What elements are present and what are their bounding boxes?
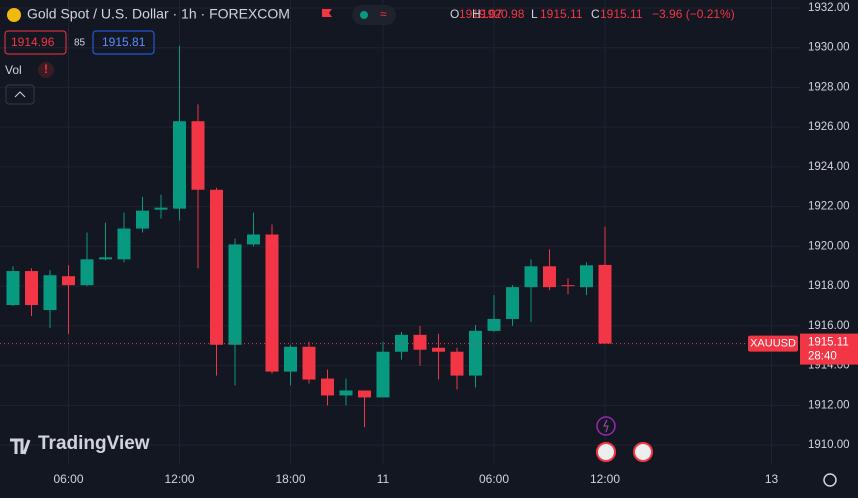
ohlc-label: L: [531, 7, 538, 21]
bid: 1914.96: [11, 35, 55, 49]
last-price: 1915.11: [808, 337, 849, 349]
collapse-button[interactable]: [5, 84, 35, 105]
symbol-tag-box: [748, 335, 798, 352]
y-tick-label: 1922.00: [808, 201, 850, 213]
symbol-icon: [7, 8, 21, 22]
candle-body: [62, 276, 75, 286]
candle-body: [80, 259, 94, 286]
y-tick-label: 1932.00: [808, 2, 850, 14]
vol-warning[interactable]: [38, 62, 54, 78]
ask: 1915.81: [102, 35, 146, 49]
x-tick-label: 06:00: [479, 472, 509, 486]
x-tick-label: 12:00: [164, 472, 194, 486]
flag-icon[interactable]: [322, 9, 332, 17]
brand-logo: [10, 438, 31, 455]
candle-body: [469, 330, 482, 376]
ohlc-label: C: [591, 7, 600, 21]
candle-body: [265, 234, 279, 372]
y-tick-label: 1926.00: [808, 121, 850, 133]
us-event[interactable]: [633, 442, 653, 462]
event-bolt: [603, 419, 609, 433]
candle-body: [487, 318, 501, 331]
y-tick-label: 1912.00: [808, 399, 850, 411]
candle-body: [506, 287, 519, 319]
x-tick-label: 13: [765, 472, 779, 486]
volume-label: Vol: [5, 63, 22, 77]
brand: TradingView: [38, 433, 150, 454]
settings-icon[interactable]: [823, 473, 837, 487]
countdown: 28:40: [808, 351, 837, 363]
candle-body: [561, 285, 575, 287]
candle-body: [580, 265, 593, 288]
candle-body: [358, 390, 371, 398]
candle-body: [302, 346, 316, 380]
candle-body: [99, 257, 112, 260]
y-tick-label: 1930.00: [808, 42, 850, 54]
candle-body: [6, 271, 20, 306]
us-event[interactable]: [596, 442, 616, 462]
candle-body: [524, 266, 538, 288]
candle-body: [432, 347, 445, 352]
ohlc-value: 1920.98: [481, 7, 525, 21]
change: −3.96 (−0.21%): [652, 7, 735, 21]
chart-title: Gold Spot / U.S. Dollar · 1h · FOREXCOM: [27, 6, 290, 22]
y-tick-label: 1920.00: [808, 240, 850, 252]
candle-body: [117, 228, 131, 260]
status-pill[interactable]: [352, 5, 396, 25]
candle-body: [210, 189, 223, 345]
ask-box[interactable]: [92, 30, 155, 55]
bid-box[interactable]: [4, 30, 67, 55]
candle-body: [413, 334, 427, 350]
candle-body: [321, 378, 334, 396]
y-tick-label: 1918.00: [808, 280, 850, 292]
spread: 85: [74, 38, 86, 49]
vol-warning-mark: !: [44, 62, 48, 76]
candle-body: [247, 234, 260, 245]
candle-body: [395, 334, 408, 352]
candle-body: [450, 351, 464, 376]
candle-body: [154, 207, 168, 210]
ohlc-label: O: [450, 7, 459, 21]
candle-body: [25, 271, 38, 306]
x-tick-label: 12:00: [590, 472, 620, 486]
symbol-tag: XAUUSD: [750, 337, 796, 349]
ohlc-value: 1915.11: [540, 7, 583, 21]
candle-body: [228, 244, 242, 345]
x-tick-label: 11: [377, 472, 390, 486]
last-price-box: [800, 333, 858, 365]
candle-body: [598, 264, 612, 344]
y-tick-label: 1916.00: [808, 320, 850, 332]
event-icon[interactable]: [596, 416, 616, 436]
y-tick-label: 1910.00: [808, 439, 850, 451]
ohlc-label: H: [472, 7, 481, 21]
candle-body: [376, 351, 390, 398]
x-tick-label: 18:00: [275, 472, 305, 486]
ohlc-value: 1919.07: [459, 7, 503, 21]
status-dot: [360, 11, 368, 19]
ohlc-value: 1915.11: [600, 7, 643, 21]
status-icon: ≈: [380, 7, 387, 21]
x-tick-label: 06:00: [53, 472, 83, 486]
candle-body: [339, 390, 353, 396]
candle-body: [284, 346, 297, 372]
y-tick-label: 1924.00: [808, 161, 850, 173]
collapse-chevron: [14, 91, 26, 98]
candle-body: [43, 275, 57, 310]
y-tick-label: 1928.00: [808, 81, 850, 93]
candle-body: [136, 210, 149, 229]
candle-body: [173, 121, 186, 209]
candle-body: [543, 266, 556, 288]
candle-body: [191, 121, 205, 190]
